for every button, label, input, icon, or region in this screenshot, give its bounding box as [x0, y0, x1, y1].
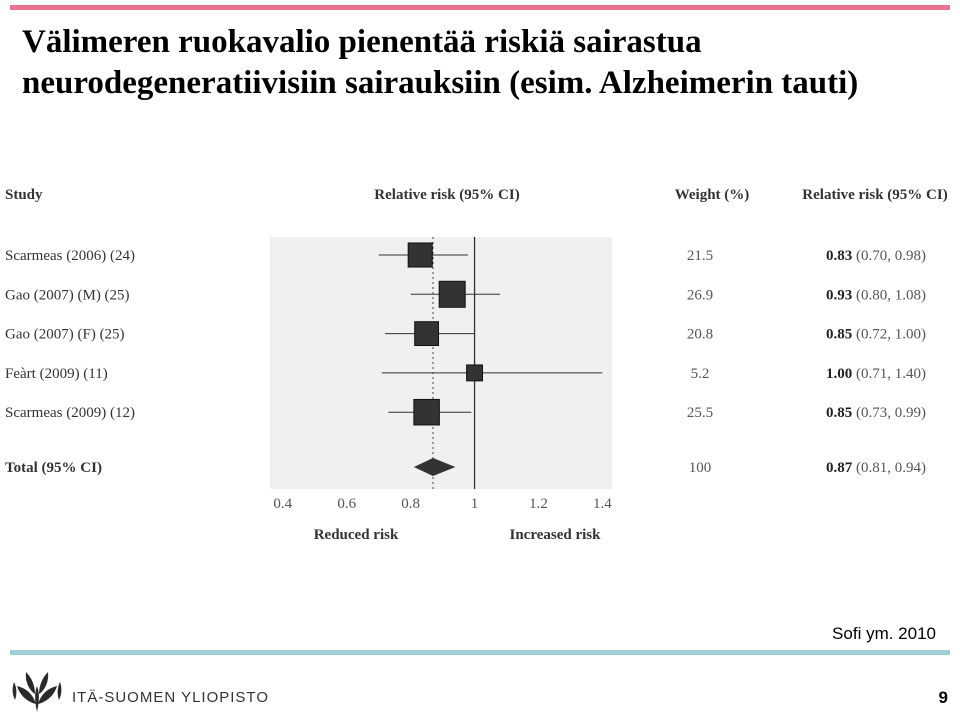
study-point-marker [413, 398, 440, 426]
header-rr-value: Relative risk (95% CI) [802, 187, 947, 203]
relative-risk-value: 0.85 (0.73, 0.99) [826, 405, 926, 421]
study-point-marker [438, 280, 466, 308]
forest-plot: Study Relative risk (95% CI) Weight (%) … [5, 187, 948, 543]
study-point-marker [407, 242, 433, 268]
x-tick-label: 0.8 [401, 496, 420, 512]
x-tick-label: 1.2 [529, 496, 548, 512]
slide-title-line-2: neurodegeneratiivisiin sairauksiin (esim… [22, 65, 859, 101]
weight-value: 21.5 [687, 248, 713, 264]
slide-title: Välimeren ruokavalio pienentää riskiä sa… [22, 22, 957, 104]
x-tick-label: 0.6 [337, 496, 356, 512]
pooled-estimate-diamond [413, 458, 456, 476]
study-point-marker [466, 364, 484, 382]
header-rr-plot: Relative risk (95% CI) [374, 187, 519, 203]
university-leaf-logo-icon [12, 672, 62, 712]
citation: Sofi ym. 2010 [832, 624, 936, 643]
header-study: Study [5, 187, 43, 203]
weight-value: 26.9 [687, 287, 713, 303]
x-tick-label: 1 [471, 496, 479, 512]
reduced-risk-label: Reduced risk [314, 527, 399, 543]
bottom-accent-bar [10, 650, 950, 655]
increased-risk-label: Increased risk [510, 527, 602, 543]
weight-value: 20.8 [687, 327, 713, 343]
study-label: Gao (2007) (M) (25) [5, 287, 130, 303]
slide-title-line-1: Välimeren ruokavalio pienentää riskiä sa… [22, 24, 702, 60]
study-label: Feàrt (2009) (11) [5, 366, 108, 382]
weight-value: 25.5 [687, 405, 713, 421]
relative-risk-value: 1.00 (0.71, 1.40) [826, 366, 926, 382]
x-tick-label: 1.4 [593, 496, 612, 512]
study-label: Gao (2007) (F) (25) [5, 327, 125, 343]
study-point-marker [414, 321, 440, 347]
header-weight: Weight (%) [675, 187, 750, 203]
page-number: 9 [938, 688, 948, 707]
relative-risk-value: 0.93 (0.80, 1.08) [826, 287, 926, 303]
plot-area-background [270, 237, 612, 489]
study-label: Scarmeas (2006) (24) [5, 248, 135, 264]
study-label: Scarmeas (2009) (12) [5, 405, 135, 421]
x-tick-label: 0.4 [273, 496, 292, 512]
weight-value: 5.2 [691, 366, 710, 382]
total-label: Total (95% CI) [5, 460, 102, 476]
university-name: ITÄ-SUOMEN YLIOPISTO [72, 689, 269, 706]
relative-risk-value: 0.85 (0.72, 1.00) [826, 327, 926, 343]
total-weight-value: 100 [689, 460, 712, 476]
relative-risk-value: 0.83 (0.70, 0.98) [826, 248, 926, 264]
top-accent-bar [10, 5, 950, 10]
total-relative-risk-value: 0.87 (0.81, 0.94) [826, 460, 926, 476]
